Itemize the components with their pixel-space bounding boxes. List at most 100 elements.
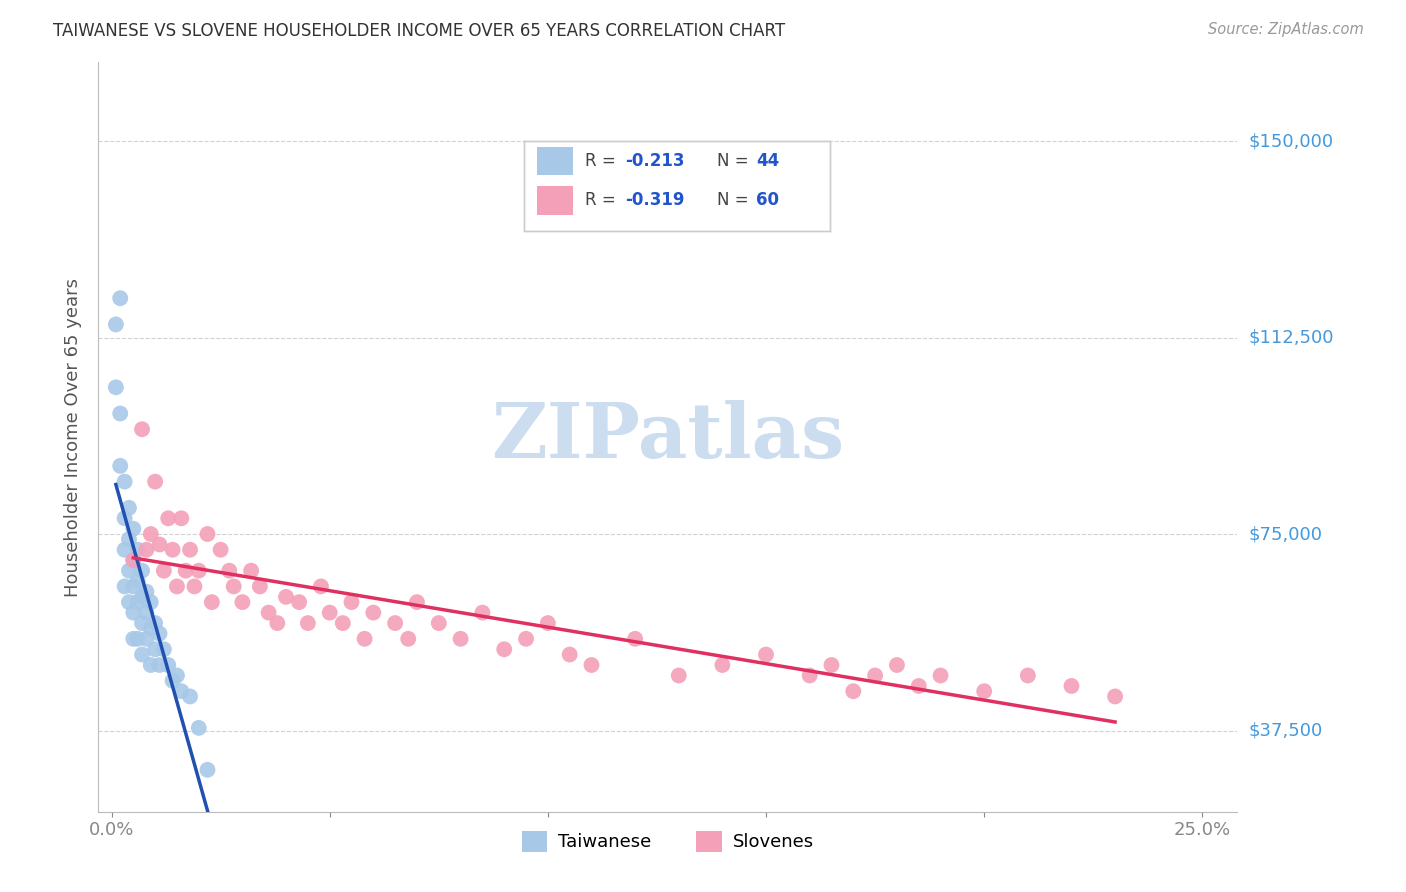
Point [157,511,180,525]
Text: $112,500: $112,500 [1249,328,1334,346]
Text: 44: 44 [756,152,779,170]
Point [427,616,450,631]
Point [118,595,141,609]
Bar [537,147,574,176]
Point [135,632,157,646]
Text: $150,000: $150,000 [1249,132,1333,150]
Point [842,684,865,698]
Point [450,632,472,646]
Point [143,475,166,489]
Bar [537,186,574,215]
Point [122,606,145,620]
Point [179,690,201,704]
Point [127,542,149,557]
Point [135,584,157,599]
Point [104,318,127,332]
Point [755,648,778,662]
Point [122,579,145,593]
Point [166,579,188,593]
Point [799,668,821,682]
Point [187,721,209,735]
Point [201,595,224,609]
Point [297,616,319,631]
Point [406,595,429,609]
Point [153,642,176,657]
Point [148,658,170,673]
Text: -0.319: -0.319 [626,191,685,210]
Legend: Taiwanese, Slovenes: Taiwanese, Slovenes [515,823,821,859]
Text: N =: N = [717,152,754,170]
Point [886,658,908,673]
Point [384,616,406,631]
Point [353,632,375,646]
Point [209,542,232,557]
Point [318,606,340,620]
Text: TAIWANESE VS SLOVENE HOUSEHOLDER INCOME OVER 65 YEARS CORRELATION CHART: TAIWANESE VS SLOVENE HOUSEHOLDER INCOME … [53,22,786,40]
Point [110,291,132,305]
Point [143,616,166,631]
Text: 60: 60 [756,191,779,210]
Point [131,648,153,662]
Point [515,632,537,646]
Point [118,500,141,515]
Point [148,537,170,551]
Point [127,595,149,609]
Point [197,527,219,541]
Point [166,668,188,682]
Point [135,606,157,620]
Point [668,668,690,682]
Point [148,626,170,640]
Text: R =: R = [585,191,621,210]
Point [1104,690,1126,704]
Point [127,574,149,589]
Text: R =: R = [585,152,621,170]
Text: Source: ZipAtlas.com: Source: ZipAtlas.com [1208,22,1364,37]
Point [162,673,184,688]
Point [218,564,240,578]
Point [863,668,886,682]
Point [131,422,153,436]
Point [363,606,385,620]
Point [266,616,288,631]
Point [114,542,136,557]
Point [122,553,145,567]
Point [711,658,734,673]
Point [127,632,149,646]
Point [114,579,136,593]
Point [131,564,153,578]
Point [396,632,419,646]
Point [139,658,162,673]
Point [183,579,205,593]
Point [114,475,136,489]
Point [110,407,132,421]
Text: -0.213: -0.213 [626,152,685,170]
Point [537,616,560,631]
Point [222,579,245,593]
Point [139,595,162,609]
Point [110,458,132,473]
Point [118,564,141,578]
Point [162,542,184,557]
Point [309,579,332,593]
Point [581,658,603,673]
Point [274,590,297,604]
Point [471,606,494,620]
Point [143,642,166,657]
Point [187,564,209,578]
Point [118,533,141,547]
Point [973,684,995,698]
Point [153,564,176,578]
Point [170,511,193,525]
Point [257,606,280,620]
Point [494,642,516,657]
Point [104,380,127,394]
Point [139,621,162,635]
Point [197,763,219,777]
Point [332,616,354,631]
Point [179,542,201,557]
Point [122,522,145,536]
Point [340,595,363,609]
Point [907,679,929,693]
Point [122,553,145,567]
Text: $37,500: $37,500 [1249,722,1323,739]
